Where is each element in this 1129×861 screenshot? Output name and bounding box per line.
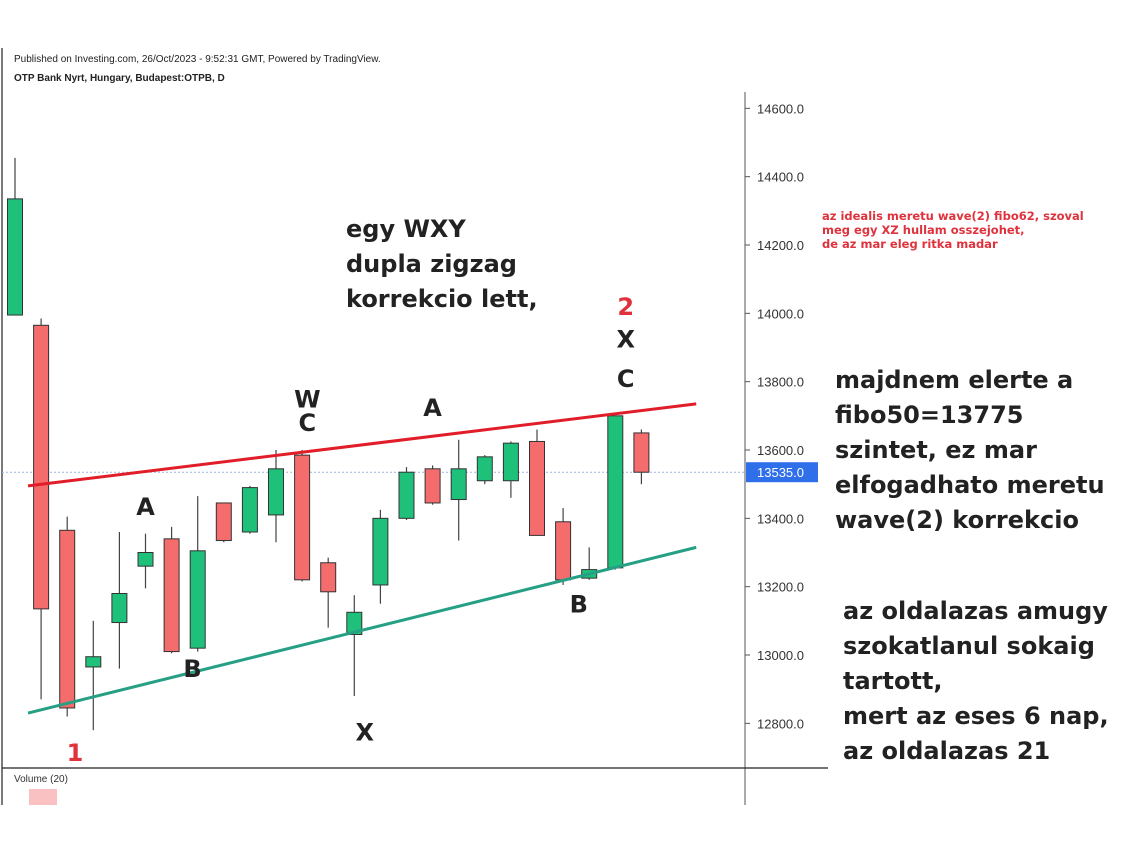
wave-label: C bbox=[617, 365, 635, 393]
candle-up bbox=[607, 415, 624, 569]
annotation-right-bottom: az oldalazas amugy szokatlanul sokaig ta… bbox=[843, 594, 1109, 769]
annotation-center-line: egy WXY bbox=[346, 215, 466, 243]
candle-up bbox=[372, 517, 389, 586]
candle-down bbox=[294, 454, 311, 581]
last-price-label: 13535.0 bbox=[757, 465, 804, 480]
wave-label: B bbox=[183, 655, 201, 683]
wave-label: 1 bbox=[67, 739, 84, 767]
candle-up bbox=[476, 456, 493, 482]
annotation-right-top-line: wave(2) korrekcio bbox=[835, 506, 1079, 534]
candle-up bbox=[137, 552, 154, 567]
candle-up bbox=[398, 471, 415, 519]
wave-label: W bbox=[294, 385, 320, 413]
annotation-right-top-line: fibo50=13775 bbox=[835, 401, 1024, 429]
candle-up bbox=[85, 656, 102, 668]
candle-down bbox=[555, 521, 572, 581]
wave-label: B bbox=[570, 590, 588, 618]
volume-bar bbox=[29, 789, 57, 805]
candle-up bbox=[189, 550, 206, 649]
wave-label: X bbox=[616, 326, 635, 354]
wave-label: X bbox=[355, 718, 374, 746]
annotation-right-top-line: elfogadhato meretu bbox=[835, 471, 1105, 499]
annotation-right-bottom-line: tartott, bbox=[843, 667, 943, 695]
annotation-center-line: dupla zigzag bbox=[346, 250, 517, 278]
published-caption: Published on Investing.com, 26/Oct/2023 … bbox=[14, 54, 381, 65]
candle-up bbox=[241, 487, 258, 533]
y-tick-label: 13800.0 bbox=[757, 375, 804, 390]
annotation-note-line: az idealis meretu wave(2) fibo62, szoval bbox=[822, 209, 1084, 223]
candle-down bbox=[33, 324, 50, 610]
y-tick-label: 13400.0 bbox=[757, 511, 804, 526]
y-tick-label: 13000.0 bbox=[757, 648, 804, 663]
wave-label: A bbox=[423, 394, 442, 422]
symbol-title: OTP Bank Nyrt, Hungary, Budapest:OTPB, D bbox=[14, 73, 225, 84]
y-tick-label: 14400.0 bbox=[757, 170, 804, 185]
y-tick-label: 14600.0 bbox=[757, 101, 804, 116]
candle-up bbox=[268, 468, 284, 516]
annotation-right-bottom-line: az oldalazas 21 bbox=[843, 737, 1051, 765]
candle-up bbox=[502, 442, 519, 482]
resistance-trendline bbox=[27, 402, 697, 488]
candle-down bbox=[529, 440, 545, 536]
annotation-right-bottom-line: mert az eses 6 nap, bbox=[843, 702, 1109, 730]
annotation-note-line: meg egy XZ hullam osszejohet, bbox=[822, 223, 1025, 237]
volume-label: Volume (20) bbox=[14, 774, 68, 785]
candle-up bbox=[346, 611, 363, 636]
support-trendline bbox=[27, 545, 697, 715]
candle-down bbox=[59, 529, 76, 709]
annotation-note-line: de az mar eleg ritka madar bbox=[822, 237, 998, 251]
annotation-right-top: majdnem elerte a fibo50=13775 szintet, e… bbox=[835, 363, 1105, 538]
candle-down bbox=[215, 502, 232, 542]
y-tick-label: 14200.0 bbox=[757, 238, 804, 253]
annotation-right-top-line: majdnem elerte a bbox=[835, 366, 1074, 394]
candle-down bbox=[320, 562, 337, 593]
candle-down bbox=[163, 538, 180, 653]
candle-up bbox=[7, 198, 23, 316]
y-tick-label: 14000.0 bbox=[757, 306, 804, 321]
annotation-center: egy WXY dupla zigzag korrekcio lett, bbox=[346, 212, 538, 317]
y-tick-label: 13200.0 bbox=[757, 580, 804, 595]
candle-up bbox=[111, 593, 128, 624]
candle-up bbox=[450, 468, 467, 501]
candle-down bbox=[633, 432, 650, 473]
annotation-right-bottom-line: szokatlanul sokaig bbox=[843, 632, 1095, 660]
wave-label: 2 bbox=[617, 293, 634, 321]
candle-down bbox=[424, 468, 441, 504]
y-tick-label: 12800.0 bbox=[757, 716, 804, 731]
last-price-badge bbox=[746, 462, 818, 483]
annotation-right-top-line: szintet, ez mar bbox=[835, 436, 1037, 464]
annotation-center-line: korrekcio lett, bbox=[346, 285, 538, 313]
wave-label: C bbox=[299, 409, 317, 437]
y-tick-label: 13600.0 bbox=[757, 443, 804, 458]
annotation-right-bottom-line: az oldalazas amugy bbox=[843, 597, 1108, 625]
annotation-note: az idealis meretu wave(2) fibo62, szoval… bbox=[822, 209, 1084, 251]
wave-label: A bbox=[136, 493, 155, 521]
